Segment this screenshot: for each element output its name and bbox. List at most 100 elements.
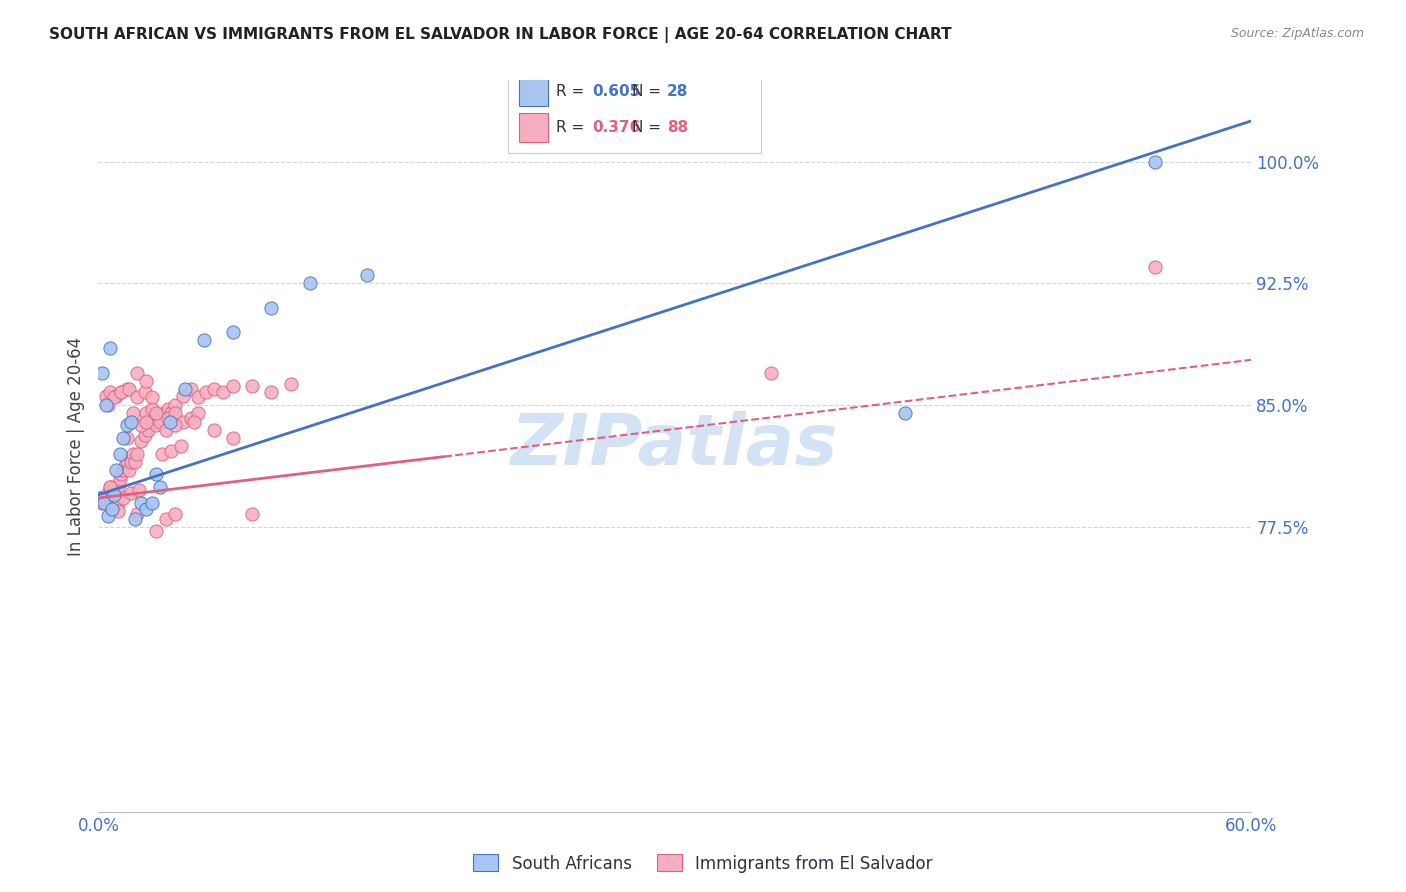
Point — [103, 488, 125, 502]
Point — [141, 401, 163, 416]
Point — [118, 382, 141, 396]
Point — [165, 508, 187, 522]
Point — [120, 455, 142, 469]
Point — [183, 415, 205, 429]
Point — [128, 483, 150, 497]
Point — [135, 415, 157, 429]
Point — [240, 379, 263, 393]
Point — [135, 502, 157, 516]
Point — [112, 491, 135, 505]
Point — [145, 524, 167, 538]
Point — [101, 502, 124, 516]
Point — [129, 417, 152, 432]
FancyBboxPatch shape — [519, 113, 548, 143]
Point — [94, 389, 117, 403]
Point — [103, 390, 125, 404]
Point — [101, 486, 124, 500]
Point — [108, 447, 131, 461]
Point — [202, 423, 225, 437]
Point — [145, 407, 167, 421]
Point — [117, 453, 139, 467]
Point — [104, 389, 127, 403]
Point — [280, 377, 302, 392]
Text: N =: N = — [633, 120, 666, 136]
Point — [117, 417, 139, 432]
Point — [125, 447, 148, 461]
Point — [134, 427, 156, 442]
Point — [98, 385, 121, 400]
Y-axis label: In Labor Force | Age 20-64: In Labor Force | Age 20-64 — [66, 336, 84, 556]
Point — [97, 486, 120, 500]
Point — [114, 458, 136, 473]
Point — [145, 467, 167, 481]
Point — [174, 382, 197, 396]
Point — [180, 411, 202, 425]
Point — [110, 385, 132, 400]
Point — [112, 463, 135, 477]
Point — [125, 508, 148, 522]
Point — [240, 508, 263, 522]
Point — [160, 443, 183, 458]
Point — [135, 374, 157, 388]
Point — [122, 447, 145, 461]
Point — [91, 496, 114, 510]
Point — [122, 407, 145, 421]
Point — [222, 379, 245, 393]
Point — [149, 480, 172, 494]
Point — [187, 390, 209, 404]
Point — [165, 407, 187, 421]
Point — [195, 385, 218, 400]
Text: ZIPatlas: ZIPatlas — [512, 411, 838, 481]
Point — [91, 366, 114, 380]
Point — [94, 398, 117, 412]
Text: SOUTH AFRICAN VS IMMIGRANTS FROM EL SALVADOR IN LABOR FORCE | AGE 20-64 CORRELAT: SOUTH AFRICAN VS IMMIGRANTS FROM EL SALV… — [49, 27, 952, 43]
Point — [187, 407, 209, 421]
Point — [141, 496, 163, 510]
Point — [172, 415, 194, 429]
Point — [129, 434, 152, 449]
Point — [124, 512, 146, 526]
Point — [160, 407, 183, 421]
FancyBboxPatch shape — [508, 66, 762, 153]
Point — [98, 342, 121, 356]
Point — [112, 431, 135, 445]
Point — [104, 486, 127, 500]
Point — [125, 366, 148, 380]
Point — [124, 455, 146, 469]
Point — [222, 431, 245, 445]
Point — [107, 480, 129, 494]
Point — [894, 407, 917, 421]
Point — [260, 385, 283, 400]
Legend: South Africans, Immigrants from El Salvador: South Africans, Immigrants from El Salva… — [467, 847, 939, 880]
Point — [149, 415, 172, 429]
Point — [155, 423, 177, 437]
Point — [138, 423, 160, 437]
Point — [141, 390, 163, 404]
Point — [108, 471, 131, 485]
Point — [172, 389, 194, 403]
Point — [152, 407, 174, 421]
Point — [298, 277, 321, 291]
Point — [110, 385, 132, 400]
Point — [165, 398, 187, 412]
Point — [202, 382, 225, 396]
Point — [117, 382, 139, 396]
Point — [156, 401, 179, 416]
Point — [104, 463, 127, 477]
Point — [125, 390, 148, 404]
Point — [193, 334, 215, 348]
Text: R =: R = — [557, 84, 589, 99]
Point — [180, 382, 202, 396]
Point — [150, 447, 173, 461]
Point — [93, 491, 115, 505]
Point — [145, 417, 167, 432]
Point — [260, 301, 283, 315]
Point — [103, 480, 125, 494]
Point — [170, 439, 193, 453]
Point — [129, 496, 152, 510]
Point — [159, 415, 181, 429]
Text: 28: 28 — [666, 84, 688, 99]
FancyBboxPatch shape — [519, 77, 548, 106]
Point — [120, 486, 142, 500]
Text: Source: ZipAtlas.com: Source: ZipAtlas.com — [1230, 27, 1364, 40]
